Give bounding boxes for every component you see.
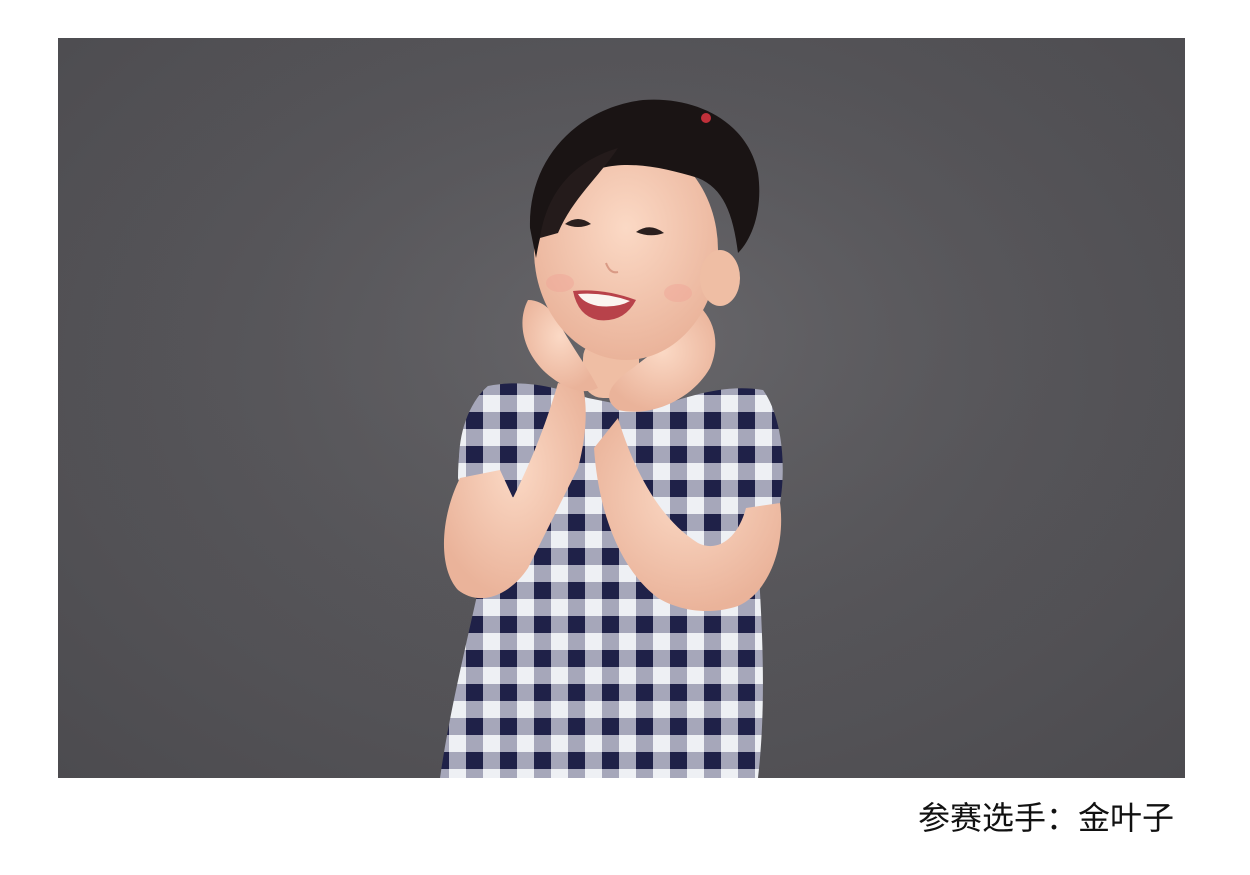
portrait-photo (58, 38, 1185, 778)
teeth (578, 293, 630, 307)
hair-fringe (540, 148, 618, 238)
right-eye (636, 227, 664, 236)
left-eye (565, 219, 591, 227)
cheek-blush (664, 284, 692, 302)
left-arm (443, 383, 586, 599)
right-arm (594, 418, 782, 612)
nose (605, 262, 619, 274)
right-sleeve (738, 390, 783, 508)
right-hand (609, 310, 716, 412)
contestant-caption: 参赛选手：金叶子 (917, 799, 1174, 837)
left-hand (522, 300, 598, 392)
hair (529, 99, 760, 258)
left-sleeve (458, 386, 518, 478)
ear (700, 250, 740, 306)
hair-tie (701, 113, 711, 123)
child-portrait-illustration (58, 38, 1185, 778)
cheek-blush (546, 274, 574, 292)
